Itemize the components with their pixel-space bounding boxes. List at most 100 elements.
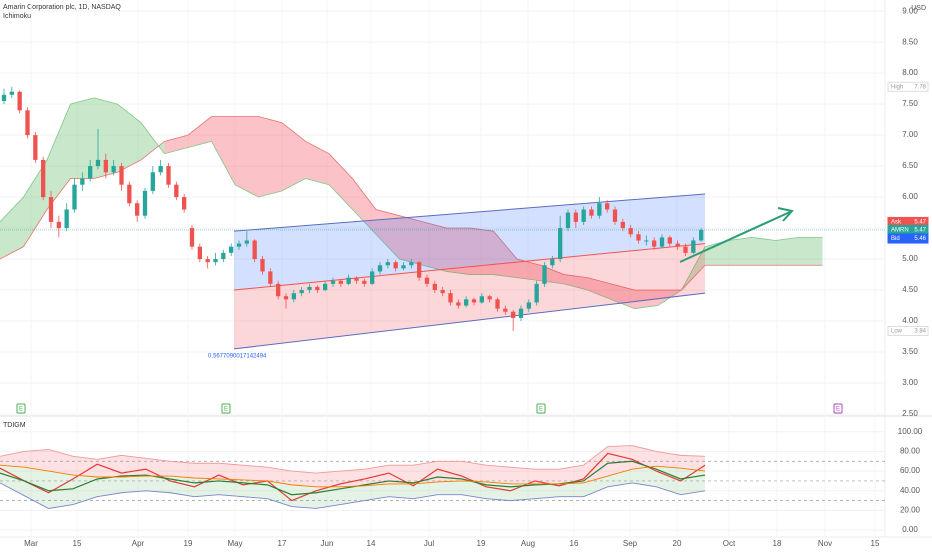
candle-body (354, 277, 359, 281)
earnings-marker-box (221, 403, 231, 414)
cloud-segment (141, 122, 165, 160)
candle-body (80, 178, 85, 185)
indicator-tick-label: 80.00 (900, 447, 921, 456)
candle-body (683, 246, 688, 253)
earnings-marker: E (539, 407, 543, 413)
candle-body (338, 280, 343, 284)
time-tick-label: Jun (321, 539, 334, 548)
price-label-name: Ask (891, 220, 902, 226)
cloud-segment (329, 153, 353, 210)
candle-body (518, 308, 524, 318)
candle-body (479, 296, 484, 303)
candle-body (385, 262, 390, 266)
candle-body (221, 252, 226, 260)
price-tick-label: 4.50 (902, 285, 918, 294)
regression-middle (233, 243, 706, 291)
cloud-segment (775, 237, 799, 266)
price-label-value: 3.84 (914, 329, 926, 335)
candle-body (158, 166, 163, 173)
price-label-box (887, 325, 929, 336)
cloud-segment (258, 116, 282, 198)
candle-body (495, 299, 500, 309)
cloud-segment (0, 197, 24, 260)
candle-body (64, 209, 69, 229)
earnings-marker-box (536, 403, 546, 414)
candle-body (401, 265, 406, 269)
indicator-name: Ichimoku (3, 13, 31, 20)
time-tick-label: Jul (424, 539, 434, 548)
price-label-value: 5.46 (914, 236, 926, 242)
cloud-segment (117, 104, 141, 173)
price-label-name: Bid (891, 236, 900, 242)
candle-body (573, 212, 578, 222)
candle-body (581, 209, 586, 222)
candle-body (174, 184, 179, 198)
price-tick-label: 7.50 (902, 99, 918, 108)
candle-body (142, 190, 148, 216)
indicator-tick-label: 60.00 (900, 466, 921, 475)
candle-body (667, 237, 672, 244)
candle-body (628, 228, 633, 235)
candle-body (644, 240, 649, 242)
candle-body (56, 221, 61, 229)
cloud-segment (705, 240, 729, 266)
trend-arrow-head (777, 207, 794, 222)
candle-body (48, 197, 54, 222)
time-tick-label: May (227, 539, 242, 548)
time-tick-label: 19 (184, 539, 193, 548)
cloud-segment (376, 209, 400, 260)
time-tick-label: Nov (818, 539, 832, 548)
price-tick-label: 5.00 (902, 254, 918, 263)
price-label-name: Low (891, 329, 903, 335)
cloud-segment (282, 122, 306, 191)
candle-body (471, 299, 477, 303)
price-label-value: 5.47 (914, 228, 926, 234)
cloud-segment (235, 116, 259, 198)
candle-body (166, 166, 171, 185)
indicator-line (0, 464, 706, 488)
price-tick-label: 7.00 (902, 130, 918, 139)
price-label-value: 5.47 (914, 220, 926, 226)
candle-body (244, 240, 249, 244)
candle-body (25, 110, 30, 136)
candle-body (534, 283, 539, 303)
price-tick-label: 3.50 (902, 347, 918, 356)
candle-body (550, 259, 555, 266)
trend-arrow (679, 211, 791, 263)
candle-body (440, 290, 445, 294)
candle-body (323, 283, 328, 291)
candle-body (424, 277, 430, 284)
price-tick-label: 3.00 (902, 378, 918, 387)
candle-body (691, 240, 696, 253)
candle-body (307, 286, 312, 291)
candle-body (589, 209, 594, 216)
time-tick-label: 18 (773, 539, 782, 548)
time-tick-label: Oct (723, 539, 736, 548)
candle-body (197, 246, 202, 260)
cloud-segment (70, 97, 94, 179)
price-label-box (887, 81, 929, 92)
time-tick-label: Aug (521, 539, 535, 548)
indicator-line (0, 482, 706, 509)
earnings-marker: E (19, 407, 23, 413)
candle-body (620, 221, 625, 229)
indicator-band-fill (0, 445, 705, 487)
candle-body (127, 184, 132, 204)
price-tick-label: 6.50 (902, 161, 918, 170)
indicator-tick-label: 40.00 (900, 486, 921, 495)
candle-body (432, 283, 437, 291)
time-tick-label: 15 (871, 539, 880, 548)
indicator-tick-label: 20.00 (900, 506, 921, 515)
cloud-segment (517, 259, 541, 281)
regression-lower-fill (234, 243, 705, 349)
candle-body (119, 166, 124, 185)
candle-body (464, 299, 469, 306)
regression-upper-fill (234, 193, 705, 291)
cloud-segment (564, 274, 588, 291)
time-tick-label: Apr (132, 539, 145, 548)
price-tick-label: 8.00 (902, 68, 918, 77)
candle-body (276, 283, 281, 297)
cloud-segment (446, 228, 470, 275)
candle-body (417, 262, 422, 278)
